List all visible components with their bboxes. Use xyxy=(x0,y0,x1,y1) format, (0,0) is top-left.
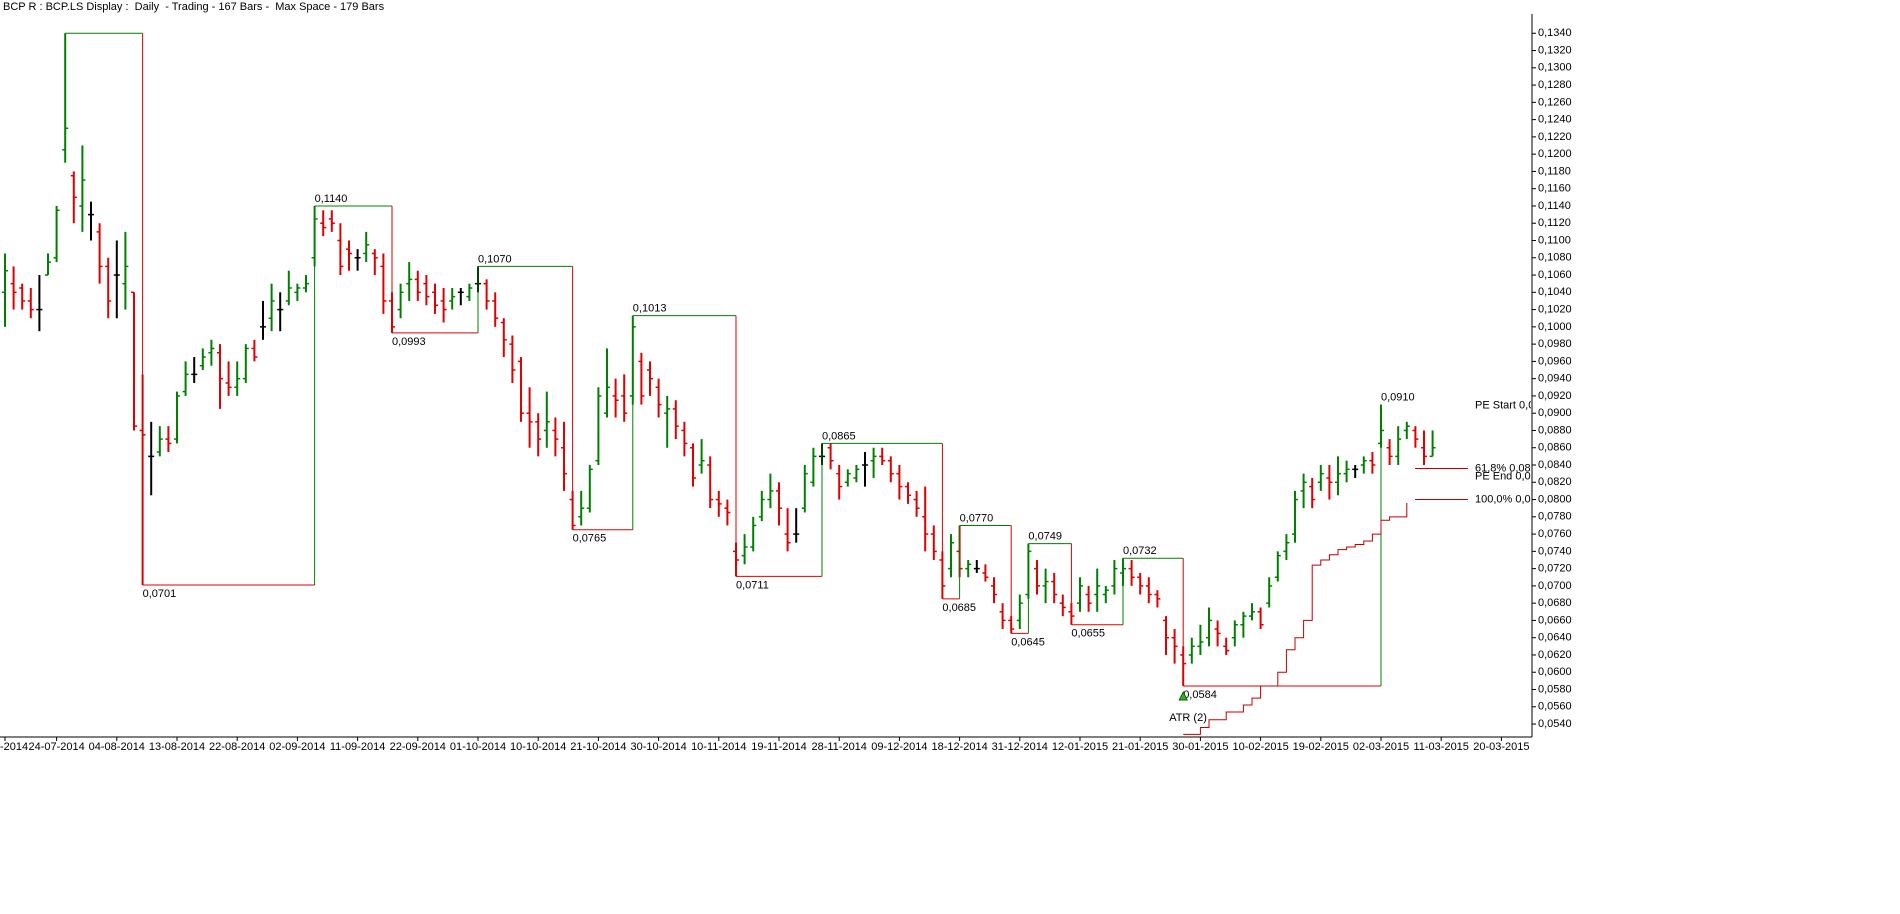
x-tick-label: 30-01-2015 xyxy=(1172,741,1228,753)
x-tick-label: 02-03-2015 xyxy=(1353,741,1409,753)
y-tick-label: 0,1160 xyxy=(1538,183,1571,195)
x-tick-label: 11-03-2015 xyxy=(1413,741,1468,753)
y-tick-label: 0,1340 xyxy=(1538,27,1572,39)
swing-label: 0,0655 xyxy=(1071,628,1105,640)
x-tick-label: 11-09-2014 xyxy=(330,741,385,753)
swing-label: 0,0685 xyxy=(942,602,976,614)
x-tick-label: 13-08-2014 xyxy=(149,741,205,753)
swing-label: 0,0645 xyxy=(1011,636,1045,648)
y-tick-label: 0,1060 xyxy=(1538,269,1572,281)
x-tick-label: 10-11-2014 xyxy=(691,741,746,753)
x-tick-label: -2014 xyxy=(0,741,28,753)
plot-area: 0,0701 0,1140 0,0993 0,1070 0,0765 0,1013 0,07… xyxy=(2,32,1549,735)
x-tick-label: 10-02-2015 xyxy=(1232,741,1288,753)
x-tick-label: 19-11-2014 xyxy=(751,741,806,753)
swing-label: 0,0770 xyxy=(960,512,994,524)
x-tick-label: 02-09-2014 xyxy=(269,741,325,753)
y-tick-label: 0,0540 xyxy=(1538,718,1572,730)
swing-label: 0,1140 xyxy=(315,193,348,205)
swing-label: 0,0765 xyxy=(573,533,607,545)
y-tick-label: 0,0580 xyxy=(1538,683,1572,695)
y-tick-label: 0,0960 xyxy=(1538,355,1572,367)
y-tick-label: 0,0620 xyxy=(1538,649,1572,661)
swing-label: 0,0865 xyxy=(822,430,856,442)
x-tick-label: 10-10-2014 xyxy=(510,741,566,753)
swing-label: 0,0711 xyxy=(736,579,769,591)
y-tick-label: 0,0660 xyxy=(1538,614,1572,626)
swing-label: 0,0701 xyxy=(143,588,177,600)
x-tick-label: 24-07-2014 xyxy=(28,741,84,753)
y-tick-label: 0,0860 xyxy=(1538,442,1572,454)
y-tick-label: 0,0920 xyxy=(1538,390,1572,402)
x-tick-label: 09-12-2014 xyxy=(871,741,927,753)
y-tick-label: 0,1080 xyxy=(1538,252,1572,264)
y-tick-label: 0,0740 xyxy=(1538,545,1572,557)
level-label: 61,8% 0,0836 xyxy=(1475,462,1543,474)
atr-marker xyxy=(1178,690,1189,701)
y-tick-label: 0,1220 xyxy=(1538,131,1572,143)
x-tick-label: 01-10-2014 xyxy=(450,741,506,753)
y-tick-label: 0,0880 xyxy=(1538,424,1572,436)
y-tick-label: 0,0700 xyxy=(1538,580,1572,592)
y-tick-label: 0,0820 xyxy=(1538,476,1572,488)
y-tick-label: 0,1200 xyxy=(1538,148,1572,160)
y-tick-label: 0,1020 xyxy=(1538,303,1572,315)
x-tick-label: 30-10-2014 xyxy=(630,741,686,753)
swing-label: 0,1070 xyxy=(478,253,512,265)
x-tick-label: 04-08-2014 xyxy=(89,741,145,753)
swing-label: 0,0732 xyxy=(1123,545,1157,557)
x-tick-label: 22-08-2014 xyxy=(209,741,265,753)
y-tick-label: 0,0840 xyxy=(1538,459,1572,471)
swing-label: 0,0993 xyxy=(392,336,426,348)
x-tick-label: 19-02-2015 xyxy=(1293,741,1349,753)
y-tick-label: 0,0800 xyxy=(1538,493,1572,505)
y-tick-label: 0,1300 xyxy=(1538,62,1572,74)
x-tick-label: 22-09-2014 xyxy=(390,741,446,753)
atr-stop-line xyxy=(1183,502,1408,735)
x-tick-label: 18-12-2014 xyxy=(931,741,987,753)
level-label: PE End 0,0828 xyxy=(1475,470,1549,482)
y-tick-label: 0,1140 xyxy=(1538,200,1571,212)
swing-label: 0,0584 xyxy=(1183,689,1217,701)
y-tick-label: 0,1320 xyxy=(1538,44,1572,56)
y-tick-label: 0,0780 xyxy=(1538,511,1572,523)
y-tick-label: 0,0980 xyxy=(1538,338,1572,350)
x-tick-label: 21-10-2014 xyxy=(570,741,626,753)
level-label: 100,0% 0,080 xyxy=(1475,493,1543,505)
y-tick-label: 0,0760 xyxy=(1538,528,1572,540)
x-tick-label: 20-03-2015 xyxy=(1473,741,1529,753)
y-tick-label: 0,0720 xyxy=(1538,563,1572,575)
x-tick-label: 31-12-2014 xyxy=(992,741,1048,753)
y-tick-label: 0,0640 xyxy=(1538,632,1572,644)
y-tick-label: 0,1040 xyxy=(1538,286,1572,298)
x-tick-label: 12-01-2015 xyxy=(1052,741,1108,753)
x-tick-label: 28-11-2014 xyxy=(811,741,866,753)
x-tick-label: 21-01-2015 xyxy=(1112,741,1168,753)
y-tick-label: 0,0600 xyxy=(1538,666,1572,678)
y-tick-label: 0,1260 xyxy=(1538,96,1572,108)
y-tick-label: 0,0680 xyxy=(1538,597,1572,609)
chart-title: BCP R : BCP.LS Display : Daily - Trading… xyxy=(3,1,385,13)
y-tick-label: 0,1120 xyxy=(1538,217,1571,229)
y-tick-label: 0,1280 xyxy=(1538,79,1572,91)
y-tick-label: 0,0940 xyxy=(1538,373,1572,385)
y-tick-label: 0,0560 xyxy=(1538,701,1572,713)
y-tick-label: 0,1180 xyxy=(1538,165,1571,177)
y-tick-label: 0,1100 xyxy=(1538,234,1571,246)
swing-label: 0,0910 xyxy=(1381,391,1415,403)
level-label: PE Start 0,091 xyxy=(1475,399,1547,411)
swing-label: 0,1013 xyxy=(633,303,667,315)
atr-label: ATR (2) xyxy=(1169,712,1207,724)
y-tick-label: 0,1000 xyxy=(1538,321,1572,333)
swing-label: 0,0749 xyxy=(1028,530,1062,542)
y-tick-label: 0,0900 xyxy=(1538,407,1572,419)
y-tick-label: 0,1240 xyxy=(1538,114,1572,126)
